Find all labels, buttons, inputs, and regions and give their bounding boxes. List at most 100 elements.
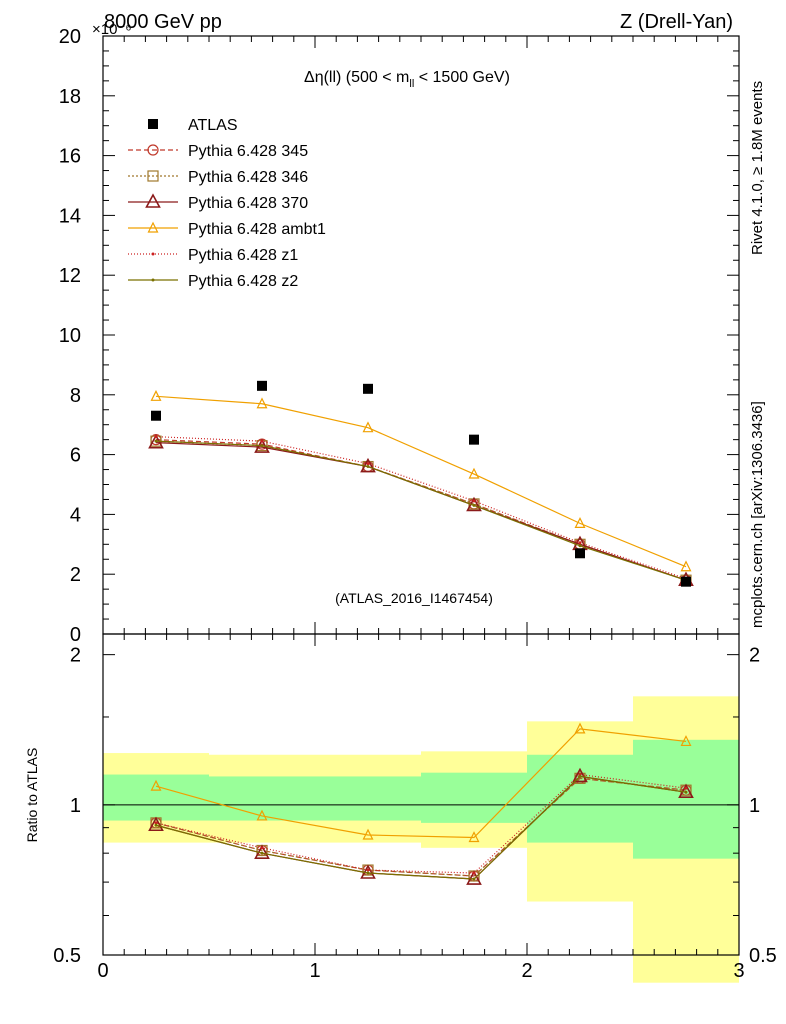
- y-tick-label: 0: [70, 624, 81, 646]
- legend-marker: [151, 252, 155, 256]
- series-marker: [578, 544, 582, 548]
- data-point: [257, 380, 267, 391]
- series-marker: [362, 421, 374, 433]
- ratio-tick-label: 1: [70, 795, 81, 817]
- header-exponent: ×10⁻⁶: [92, 21, 132, 38]
- data-point: [575, 548, 585, 559]
- legend-label: Pythia 6.428 z1: [188, 247, 298, 264]
- band-inner: [421, 772, 527, 823]
- series-ratio-marker: [154, 821, 158, 825]
- series-ratio-line: [155, 728, 687, 839]
- series-layer: [148, 389, 694, 885]
- legend-label-data: ATLAS: [188, 117, 238, 134]
- series-ratio-line: [155, 777, 687, 877]
- series-marker: [260, 444, 264, 448]
- legend-label: Pythia 6.428 346: [188, 169, 308, 186]
- series-marker: [260, 439, 264, 443]
- y-tick-label: 6: [70, 445, 81, 467]
- series-ratio-marker: [362, 828, 374, 840]
- series-ratio-marker: [578, 774, 582, 778]
- watermark: (ATLAS_2016_I1467454): [335, 590, 493, 606]
- y-tick-label: 14: [59, 205, 81, 227]
- series-ratio-marker: [472, 871, 476, 875]
- legend-marker: [147, 144, 159, 156]
- series-ratio-marker: [154, 823, 158, 827]
- series-ratio-line: [155, 773, 687, 874]
- y-tick-label: 8: [70, 385, 81, 407]
- chart-title: Δη(ll) (500 < mll < 1500 GeV): [304, 69, 510, 90]
- legend-label: Pythia 6.428 345: [188, 143, 308, 160]
- series-marker: [472, 503, 476, 507]
- series-ratio-line: [155, 777, 687, 877]
- series-ratio-marker: [684, 786, 688, 790]
- legend-marker-data: [148, 119, 158, 129]
- data-point: [681, 576, 691, 587]
- series-group: [150, 389, 692, 843]
- series-ratio-marker: [366, 871, 370, 875]
- chart-title-main: Δη(ll) (500 < m: [304, 69, 409, 86]
- series-marker: [366, 465, 370, 469]
- chart-title-sub: ll: [409, 78, 414, 90]
- header-right: Z (Drell-Yan): [620, 11, 733, 33]
- x-tick-label: 1: [309, 960, 320, 982]
- ratio-tick-label: 0.5: [53, 945, 81, 967]
- legend: ATLAS Pythia 6.428 345 Pythia 6.428 346 Pyt…: [128, 117, 326, 290]
- chart-title-end: < 1500 GeV): [414, 69, 510, 86]
- legend-marker: [147, 221, 159, 233]
- series-ratio-marker: [684, 790, 688, 794]
- legend-label: Pythia 6.428 370: [188, 195, 308, 212]
- ratio-tick-label: 2: [70, 645, 81, 667]
- data-point: [151, 410, 161, 421]
- band-inner: [315, 776, 421, 821]
- series-marker: [150, 389, 162, 401]
- ratio-tick-label-right: 1: [749, 795, 760, 817]
- legend-label: Pythia 6.428 ambt1: [188, 221, 326, 238]
- series-line: [155, 442, 687, 581]
- ratio-tick-label-right: 2: [749, 645, 760, 667]
- series-ratio-marker: [366, 868, 370, 872]
- uncertainty-bands: [103, 696, 739, 983]
- x-tick-label: 2: [521, 960, 532, 982]
- series-marker: [154, 439, 158, 443]
- series-marker: [578, 541, 582, 545]
- ratio-ylabel: Ratio to ATLAS: [24, 748, 40, 843]
- band-inner: [633, 739, 739, 859]
- header-left: 8000 GeV pp: [104, 11, 222, 33]
- data-point: [469, 434, 479, 445]
- mcplots-label: mcplots.cern.ch [arXiv:1306.3436]: [749, 401, 766, 628]
- data-points: [151, 380, 691, 587]
- y-tick-label: 20: [59, 26, 81, 48]
- series-marker: [366, 462, 370, 466]
- series-marker: [256, 397, 268, 409]
- series-ratio-marker: [574, 722, 586, 734]
- series-marker: [154, 435, 158, 439]
- series-line: [155, 436, 687, 580]
- series-line: [155, 395, 687, 568]
- series-ratio-line: [155, 775, 687, 880]
- legend-marker: [145, 193, 161, 208]
- series-line: [155, 440, 687, 581]
- legend-label: Pythia 6.428 z2: [188, 273, 298, 290]
- y-tick-label: 18: [59, 86, 81, 108]
- series-ratio-marker: [150, 779, 162, 791]
- legend-marker: [147, 170, 159, 182]
- y-tick-label: 2: [70, 564, 81, 586]
- series-ratio-marker: [260, 846, 264, 850]
- series-marker: [680, 560, 692, 572]
- x-tick-label: 3: [733, 960, 744, 982]
- series-ratio-marker: [466, 870, 482, 885]
- series-line: [155, 439, 687, 581]
- series-marker: [468, 467, 480, 479]
- series-line: [155, 440, 687, 581]
- series-marker: [472, 499, 476, 503]
- series-ratio-marker: [680, 735, 692, 747]
- y-tick-label: 16: [59, 146, 81, 168]
- legend-marker: [151, 278, 155, 282]
- y-tick-label: 12: [59, 265, 81, 287]
- series-ratio-marker: [260, 851, 264, 855]
- series-marker: [574, 517, 586, 528]
- y-tick-label: 4: [70, 504, 81, 526]
- series-ratio-marker: [472, 877, 476, 881]
